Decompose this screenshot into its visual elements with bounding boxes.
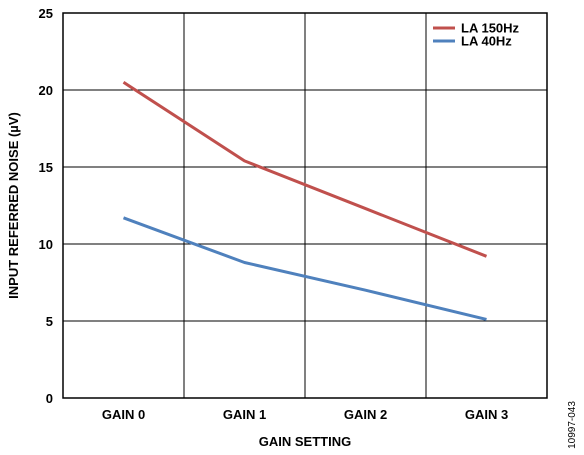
y-tick-label: 5 — [46, 314, 53, 329]
x-tick-label: GAIN 2 — [344, 407, 387, 422]
series-line-la-150hz — [122, 81, 488, 258]
y-tick-label: 25 — [39, 6, 53, 21]
y-axis-title: INPUT REFERRED NOISE (µV) — [6, 112, 21, 299]
y-tick-label: 10 — [39, 237, 53, 252]
x-tick-label: GAIN 0 — [102, 407, 145, 422]
x-tick-label: GAIN 3 — [465, 407, 508, 422]
y-tick-label: 0 — [46, 391, 53, 406]
legend-label-la-150hz: LA 150Hz — [461, 21, 520, 36]
plot-frame — [62, 12, 548, 399]
figure-id: 10997-043 — [567, 401, 578, 449]
series-line-la-40hz — [122, 216, 487, 321]
grid-lines — [63, 13, 547, 398]
y-tick-label: 20 — [39, 83, 53, 98]
legend-label-la-40hz: LA 40Hz — [461, 34, 512, 49]
x-tick-label: GAIN 1 — [223, 407, 266, 422]
y-tick-labels: 0 5 10 15 20 25 — [39, 6, 53, 406]
x-axis-title: GAIN SETTING — [259, 434, 351, 449]
series-lines — [122, 81, 488, 321]
y-tick-label: 15 — [39, 160, 53, 175]
x-tick-labels: GAIN 0 GAIN 1 GAIN 2 GAIN 3 — [102, 407, 508, 422]
